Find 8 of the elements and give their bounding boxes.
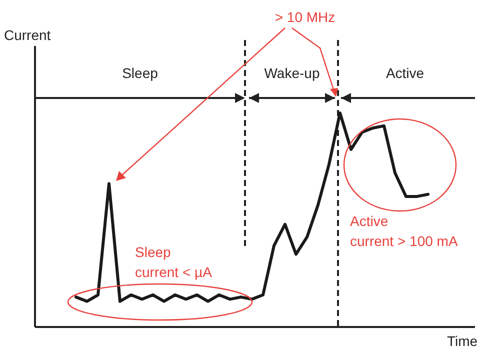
annotation: Active current > 100 mA: [350, 213, 458, 249]
text: Wake-up: [264, 65, 320, 81]
text: Current: [4, 27, 51, 43]
text: Sleep: [122, 65, 158, 81]
text: > 10 MHz: [274, 9, 336, 25]
text: Active: [386, 65, 424, 81]
x-axis-title: Time: [447, 333, 478, 349]
annotation: Sleep current < µA: [135, 244, 213, 280]
